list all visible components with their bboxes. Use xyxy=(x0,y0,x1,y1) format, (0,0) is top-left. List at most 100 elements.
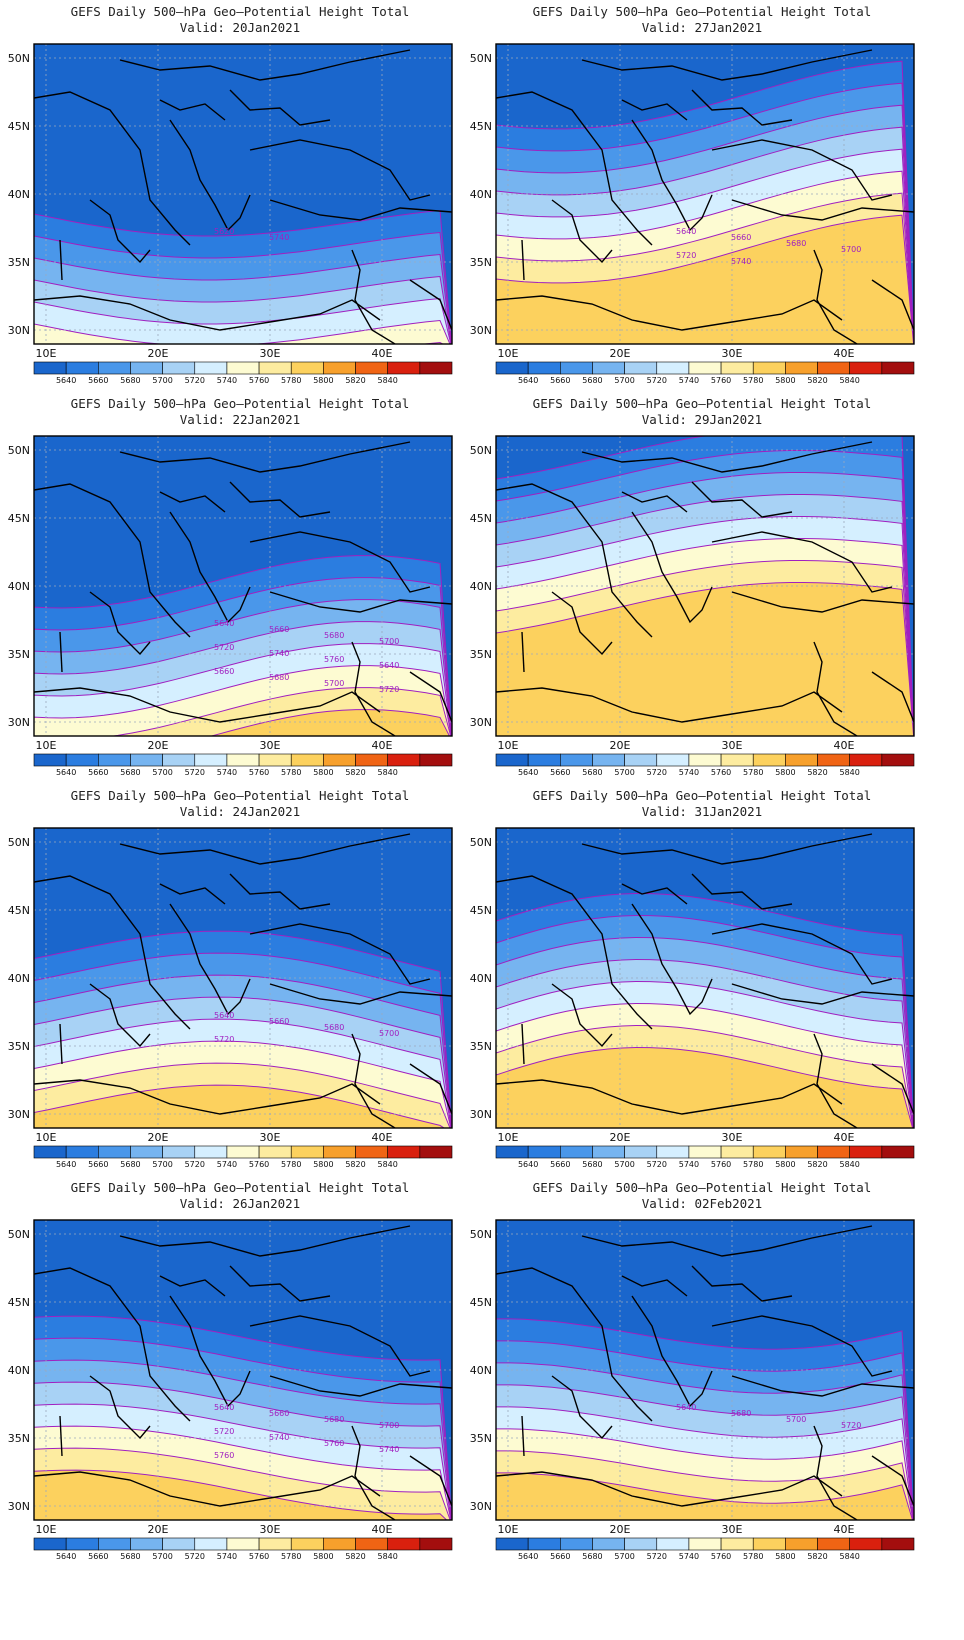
latitude-tick-label: 40N xyxy=(470,1364,492,1377)
colorbar-swatch xyxy=(162,1145,196,1159)
map-figure: 5620 5740 50N 45N 40N 35N 30N 10E 20E 30E 40E 5640 5… xyxy=(8,43,453,385)
panel-title: GEFS Daily 500–hPa Geo–Potential Height … xyxy=(70,396,410,411)
colorbar-label: 5720 xyxy=(185,376,205,385)
longitude-tick-label: 10E xyxy=(36,347,57,360)
map-figure: 5640 5680 5700 5720 50N 45N 40N 35N 30N 10E 20E 30E… xyxy=(470,1219,915,1561)
colorbar-label: 5800 xyxy=(775,1552,795,1561)
latitude-tick-label: 30N xyxy=(470,1108,492,1121)
coastline xyxy=(409,1063,452,1115)
colorbar-label: 5700 xyxy=(152,376,172,385)
colorbar-label: 5780 xyxy=(281,1160,301,1169)
colorbar-label: 5720 xyxy=(185,1552,205,1561)
coastline xyxy=(871,1455,914,1507)
colorbar-label: 5760 xyxy=(711,1552,731,1561)
coastline xyxy=(34,483,191,638)
colorbar-label: 5680 xyxy=(582,768,602,777)
colorbar-swatch xyxy=(527,1537,561,1551)
longitude-tick-label: 40E xyxy=(372,739,393,752)
coastline xyxy=(89,1375,151,1440)
latitude-tick-label: 30N xyxy=(8,716,30,729)
colorbar-swatch xyxy=(130,753,163,767)
coastline xyxy=(249,923,431,985)
colorbar-label: 5720 xyxy=(647,1552,667,1561)
map-panel: GEFS Daily 500–hPa Geo–Potential Height … xyxy=(462,784,942,1192)
coastline xyxy=(34,295,381,331)
panel-title: GEFS Daily 500–hPa Geo–Potential Height … xyxy=(532,788,872,803)
contour-label: 5640 xyxy=(214,619,234,628)
coastline xyxy=(59,631,63,673)
coastline xyxy=(521,631,525,673)
contour-label: 5760 xyxy=(324,1439,344,1448)
colorbar-swatch xyxy=(527,1145,561,1159)
contour-label: 5640 xyxy=(379,661,399,670)
colorbar-swatch xyxy=(656,361,690,375)
map-figure: 50N 45N 40N 35N 30N 10E 20E 30E 40E 5640 5660 5680 5… xyxy=(470,827,915,1169)
colorbar-swatch xyxy=(624,1145,658,1159)
colorbar-swatch xyxy=(226,1537,260,1551)
coastline xyxy=(34,687,381,723)
colorbar-label: 5700 xyxy=(152,768,172,777)
coastline xyxy=(269,199,452,221)
colorbar-swatch xyxy=(162,753,196,767)
panel-title: GEFS Daily 500–hPa Geo–Potential Height … xyxy=(70,1180,410,1195)
map-panel: GEFS Daily 500–hPa Geo–Potential Height … xyxy=(462,392,942,800)
colorbar-swatch xyxy=(33,753,67,767)
colorbar-label: 5760 xyxy=(249,1160,269,1169)
coastline xyxy=(409,671,452,723)
colorbar-swatch xyxy=(290,361,324,375)
contour-label: 5680 xyxy=(324,1415,344,1424)
coastline xyxy=(351,641,396,736)
contour-band xyxy=(496,214,914,344)
contour-band xyxy=(496,1046,914,1128)
latitude-tick-label: 30N xyxy=(470,324,492,337)
coastline xyxy=(691,873,793,910)
colorbar-swatch xyxy=(98,1145,131,1159)
colorbar-swatch xyxy=(355,753,388,767)
map-panel: GEFS Daily 500–hPa Geo–Potential Height … xyxy=(462,1176,942,1584)
coastline xyxy=(621,883,688,905)
colorbar-swatch xyxy=(688,753,722,767)
colorbar-label: 5820 xyxy=(345,1160,365,1169)
coastline xyxy=(59,1415,63,1457)
coastline xyxy=(496,875,653,1030)
coastline xyxy=(351,1425,396,1520)
map-frame xyxy=(33,827,453,1129)
colorbar-label: 5640 xyxy=(56,1160,76,1169)
longitude-tick-label: 30E xyxy=(260,347,281,360)
coastline xyxy=(119,441,411,473)
colorbar-label: 5640 xyxy=(518,1552,538,1561)
latitude-tick-label: 50N xyxy=(8,444,30,457)
colorbar-swatch xyxy=(656,1145,690,1159)
longitude-tick-label: 30E xyxy=(722,1523,743,1536)
colorbar-label: 5760 xyxy=(249,376,269,385)
colorbar-label: 5780 xyxy=(743,768,763,777)
colorbar-label: 5780 xyxy=(281,1552,301,1561)
colorbar-swatch xyxy=(752,753,786,767)
colorbar-swatch xyxy=(624,361,658,375)
latitude-tick-label: 45N xyxy=(8,512,30,525)
colorbar-label: 5640 xyxy=(56,768,76,777)
colorbar-swatch xyxy=(560,1145,593,1159)
colorbar-swatch xyxy=(785,1537,818,1551)
contour-label: 5620 xyxy=(214,227,234,236)
coastline xyxy=(691,1265,793,1302)
colorbar-swatch xyxy=(33,1145,67,1159)
latitude-tick-label: 40N xyxy=(470,580,492,593)
map-panel: GEFS Daily 500–hPa Geo–Potential Height … xyxy=(0,784,480,1192)
latitude-tick-label: 40N xyxy=(8,972,30,985)
coastline xyxy=(496,1079,843,1115)
contour-label: 5680 xyxy=(731,1409,751,1418)
colorbar-swatch xyxy=(624,753,658,767)
longitude-tick-label: 20E xyxy=(148,347,169,360)
map-frame xyxy=(495,827,915,1129)
map-frame xyxy=(33,435,453,737)
contour-label: 5760 xyxy=(324,655,344,664)
coastline xyxy=(269,591,452,613)
coastline xyxy=(169,903,251,1016)
colorbar-swatch xyxy=(290,753,324,767)
coastline xyxy=(871,1063,914,1115)
colorbar-label: 5780 xyxy=(743,1552,763,1561)
colorbar-label: 5680 xyxy=(582,376,602,385)
colorbar-swatch xyxy=(323,1537,356,1551)
coastline xyxy=(159,883,226,905)
